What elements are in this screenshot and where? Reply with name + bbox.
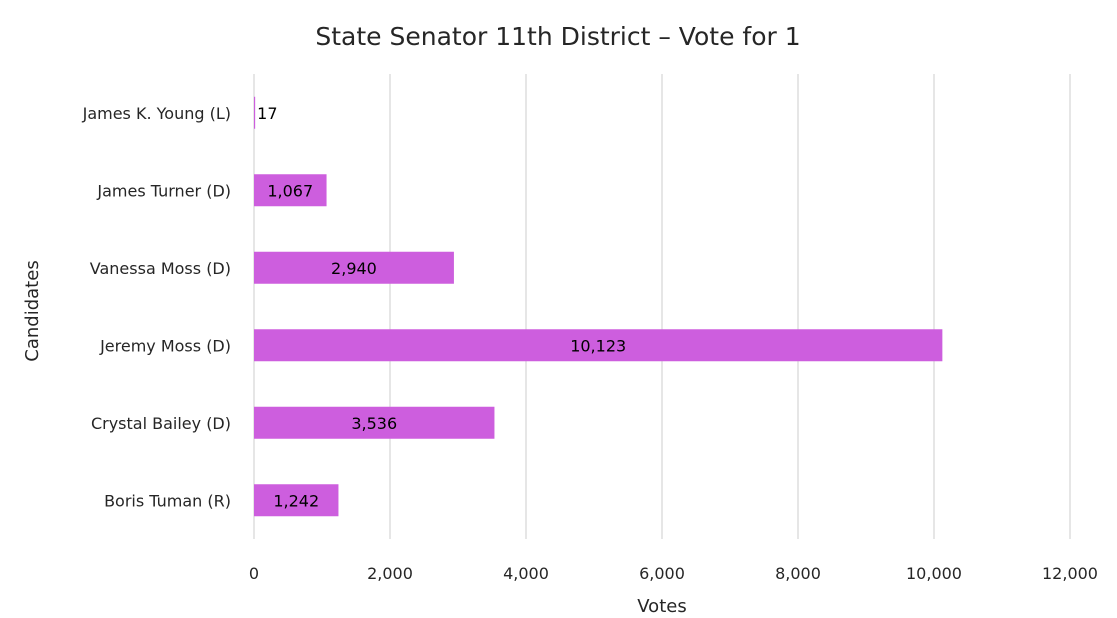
- x-tick-labels: 0 2,000 4,000 6,000 8,000 10,000 12,000: [249, 564, 1098, 583]
- bar: [254, 96, 256, 129]
- x-tick-label: 10,000: [906, 564, 962, 583]
- x-tick-label: 2,000: [367, 564, 413, 583]
- bar: [254, 329, 943, 362]
- data-label: 1,067: [267, 181, 313, 200]
- category-labels: Boris Tuman (R) Crystal Bailey (D) Jeremy …: [82, 104, 231, 511]
- category-label: James Turner (D): [96, 181, 231, 200]
- chart-title: State Senator 11th District – Vote for 1: [315, 22, 800, 51]
- x-tick-label: 8,000: [775, 564, 821, 583]
- bar: [254, 174, 327, 207]
- data-label: 17: [257, 104, 277, 123]
- data-label: 2,940: [331, 259, 377, 278]
- x-tick-label: 4,000: [503, 564, 549, 583]
- category-label: James K. Young (L): [82, 104, 231, 123]
- bar: [254, 484, 339, 517]
- x-tick-label: 0: [249, 564, 259, 583]
- data-label: 3,536: [351, 414, 397, 433]
- x-axis-title: Votes: [637, 596, 686, 617]
- grid-lines: [253, 74, 1071, 539]
- category-label: Vanessa Moss (D): [90, 259, 231, 278]
- category-label: Boris Tuman (R): [104, 491, 231, 510]
- data-label: 1,242: [273, 491, 319, 510]
- data-label: 10,123: [570, 336, 626, 355]
- y-axis-title: Candidates: [22, 260, 43, 361]
- x-tick-label: 6,000: [639, 564, 685, 583]
- bar: [254, 251, 454, 284]
- bar: [254, 406, 495, 439]
- bars: [254, 96, 943, 517]
- data-labels: 1,242 3,536 10,123 2,940 1,067 17: [257, 104, 626, 511]
- category-label: Crystal Bailey (D): [91, 414, 231, 433]
- x-tick-label: 12,000: [1042, 564, 1098, 583]
- category-label: Jeremy Moss (D): [99, 336, 231, 355]
